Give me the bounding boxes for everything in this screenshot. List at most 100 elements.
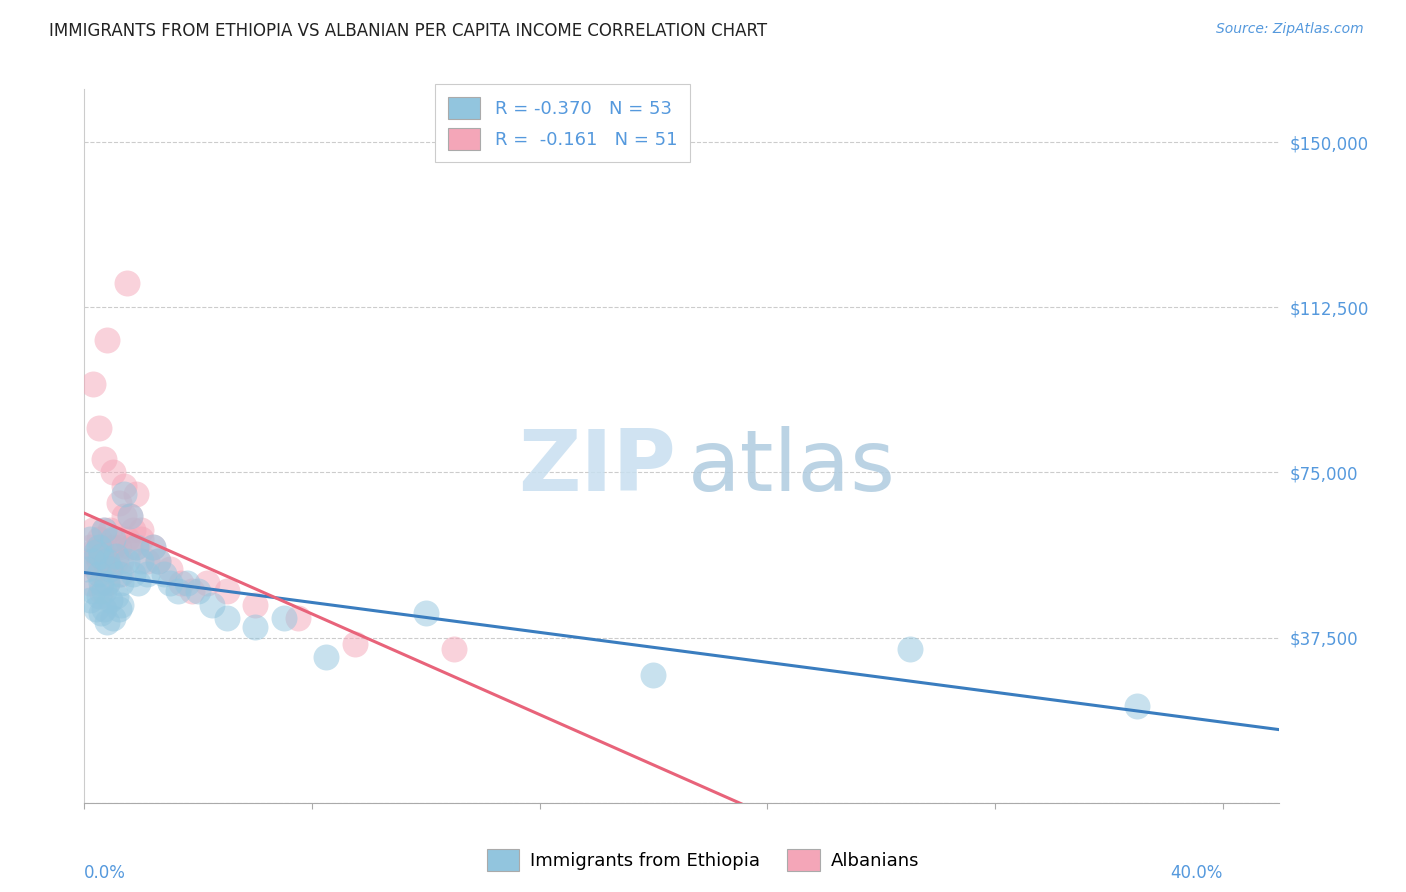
Point <box>112 478 135 492</box>
Point <box>243 598 266 612</box>
Text: IMMIGRANTS FROM ETHIOPIA VS ALBANIAN PER CAPITA INCOME CORRELATION CHART: IMMIGRANTS FROM ETHIOPIA VS ALBANIAN PER… <box>49 22 768 40</box>
Point <box>112 487 135 501</box>
Point <box>1126 698 1149 713</box>
Point <box>82 545 104 559</box>
Point <box>107 566 129 581</box>
Point <box>90 549 112 563</box>
Point <box>96 333 118 347</box>
Point <box>170 575 193 590</box>
Point <box>79 532 101 546</box>
Point <box>129 553 152 567</box>
Point <box>153 566 176 581</box>
Point <box>415 607 437 621</box>
Point <box>84 602 107 616</box>
Point <box>187 584 209 599</box>
Point <box>96 575 118 590</box>
Point <box>96 545 118 559</box>
Point <box>101 532 124 546</box>
Text: ZIP: ZIP <box>519 425 676 509</box>
Point <box>82 553 104 567</box>
Point <box>443 641 465 656</box>
Point <box>118 509 141 524</box>
Point <box>104 553 127 567</box>
Point <box>79 593 101 607</box>
Point <box>76 562 98 576</box>
Point <box>118 509 141 524</box>
Point <box>159 575 181 590</box>
Point <box>93 523 115 537</box>
Point <box>98 562 121 576</box>
Point <box>79 541 101 555</box>
Point <box>167 584 190 599</box>
Point <box>87 421 110 435</box>
Point <box>87 553 110 567</box>
Point <box>215 611 238 625</box>
Point <box>90 575 112 590</box>
Point <box>87 566 110 581</box>
Point <box>136 566 159 581</box>
Text: atlas: atlas <box>688 425 896 509</box>
Point <box>87 589 110 603</box>
Point <box>898 641 921 656</box>
Point <box>110 553 132 567</box>
Point <box>315 650 337 665</box>
Point <box>82 584 104 599</box>
Point <box>110 566 132 581</box>
Point <box>101 541 124 555</box>
Point <box>104 549 127 563</box>
Point <box>93 523 115 537</box>
Point <box>90 584 112 599</box>
Point <box>76 553 98 567</box>
Point <box>84 545 107 559</box>
Point <box>107 496 129 510</box>
Point <box>127 575 149 590</box>
Text: 0.0%: 0.0% <box>84 864 127 882</box>
Point <box>115 276 138 290</box>
Point <box>273 611 295 625</box>
Point <box>201 598 224 612</box>
Point <box>142 541 165 555</box>
Point <box>79 575 101 590</box>
Point <box>82 377 104 392</box>
Point <box>101 611 124 625</box>
Point <box>124 541 146 555</box>
Point <box>142 541 165 555</box>
Point <box>124 487 146 501</box>
Point <box>136 553 159 567</box>
Point <box>129 532 152 546</box>
Point <box>98 562 121 576</box>
Point <box>112 509 135 524</box>
Point <box>93 602 115 616</box>
Text: 40.0%: 40.0% <box>1170 864 1223 882</box>
Point <box>643 668 665 682</box>
Point <box>287 611 309 625</box>
Point <box>110 598 132 612</box>
Point <box>98 523 121 537</box>
Point <box>87 541 110 555</box>
Point <box>121 566 143 581</box>
Point <box>96 615 118 630</box>
Point <box>107 541 129 555</box>
Point <box>195 575 218 590</box>
Point <box>96 575 118 590</box>
Text: Source: ZipAtlas.com: Source: ZipAtlas.com <box>1216 22 1364 37</box>
Point <box>98 593 121 607</box>
Point <box>93 553 115 567</box>
Point <box>84 562 107 576</box>
Point <box>159 562 181 576</box>
Point <box>87 532 110 546</box>
Point <box>243 619 266 633</box>
Point <box>343 637 366 651</box>
Point <box>93 584 115 599</box>
Legend: R = -0.370   N = 53, R =  -0.161   N = 51: R = -0.370 N = 53, R = -0.161 N = 51 <box>434 84 690 162</box>
Point <box>115 532 138 546</box>
Point <box>215 584 238 599</box>
Point <box>90 607 112 621</box>
Point <box>148 553 170 567</box>
Point <box>82 523 104 537</box>
Point <box>176 575 198 590</box>
Point <box>90 541 112 555</box>
Point <box>129 523 152 537</box>
Point <box>181 584 204 599</box>
Point <box>104 532 127 546</box>
